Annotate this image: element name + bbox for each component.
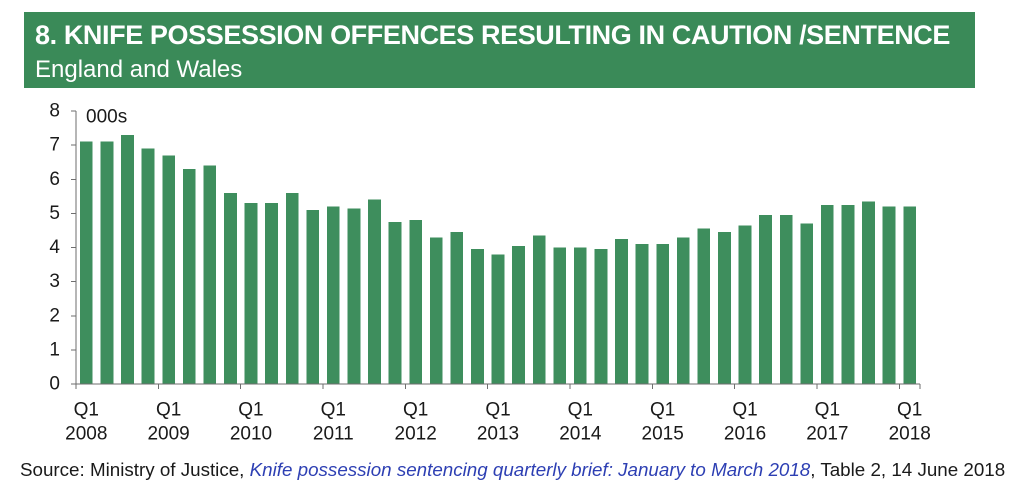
chart-header: 8. KNIFE POSSESSION OFFENCES RESULTING I…: [24, 12, 975, 88]
source-suffix: , Table 2, 14 June 2018: [810, 459, 1006, 480]
x-tick-label-quarter: Q1: [485, 400, 510, 421]
bar-2013-q2: [512, 245, 525, 384]
source-link[interactable]: Knife possession sentencing quarterly br…: [249, 459, 811, 480]
unit-label: 000s: [86, 107, 127, 128]
x-tick-label-quarter: Q1: [321, 400, 346, 421]
x-tick-label-year: 2008: [65, 424, 107, 445]
bar-2016-q3: [779, 215, 793, 384]
source-note: Source: Ministry of Justice, Knife posse…: [20, 459, 1005, 481]
bar-2009-q2: [182, 169, 196, 384]
x-tick-label-quarter: Q1: [403, 400, 428, 421]
x-tick-label-quarter: Q1: [568, 400, 593, 421]
bar-2015-q3: [697, 228, 711, 384]
x-tick-label-year: 2013: [477, 424, 519, 445]
x-tick-label-quarter: Q1: [815, 400, 840, 421]
bar-2015-q4: [718, 232, 731, 384]
x-tick-label-year: 2011: [313, 424, 354, 445]
bar-2015-q1: [656, 244, 670, 384]
bar-2010-q3: [285, 192, 299, 384]
bar-2010-q1: [244, 203, 258, 384]
x-tick-label-year: 2016: [724, 424, 766, 445]
bar-2013-q4: [553, 247, 567, 384]
x-tick-label-year: 2009: [147, 424, 189, 445]
y-tick-label: 8: [49, 101, 60, 122]
bar-2009-q3: [203, 165, 217, 384]
bar-2016-q4: [800, 223, 814, 384]
bar-2017-q2: [841, 204, 855, 384]
chart-subtitle: England and Wales: [35, 56, 243, 83]
bar-2011-q2: [347, 208, 361, 384]
bar-2008-q1: [79, 141, 93, 384]
bar-2016-q2: [759, 215, 772, 384]
bar-2018-q1: [903, 206, 917, 384]
bar-2017-q4: [882, 206, 896, 384]
bar-2012-q3: [450, 232, 464, 384]
y-tick-label: 3: [49, 271, 60, 292]
y-tick-label: 2: [49, 305, 60, 326]
bar-2011-q4: [388, 221, 402, 384]
bar-2011-q3: [368, 199, 381, 384]
x-tick-label-year: 2018: [889, 424, 931, 445]
bar-2017-q1: [820, 204, 834, 384]
x-tick-label-quarter: Q1: [156, 400, 181, 421]
bar-2009-q4: [224, 192, 237, 384]
bar-2008-q3: [121, 134, 134, 384]
y-tick-label: 0: [49, 374, 60, 395]
bar-2014-q3: [615, 238, 628, 384]
bar-2012-q4: [471, 249, 484, 384]
bar-2010-q4: [306, 209, 320, 384]
bar-2013-q3: [532, 235, 546, 384]
bar-2016-q1: [738, 225, 752, 384]
bar-2014-q1: [573, 247, 587, 384]
y-tick-label: 5: [49, 203, 60, 224]
bar-2008-q4: [141, 148, 155, 384]
bar-2012-q2: [429, 237, 443, 384]
bars: [79, 134, 917, 384]
bar-2009-q1: [162, 155, 176, 384]
x-tick-label-year: 2012: [395, 424, 437, 445]
bar-2008-q2: [100, 141, 114, 384]
bar-2010-q2: [265, 203, 278, 384]
bar-2017-q3: [862, 201, 875, 384]
bar-2014-q2: [594, 249, 608, 384]
bar-2011-q1: [326, 206, 340, 384]
x-tick-label-year: 2017: [806, 424, 848, 445]
bar-chart: 0 1 2 3 4 5 6 7 8 Q1 2008 Q1 2009 Q1 2010 Q1 2011 Q1 2012…: [49, 101, 931, 445]
bar-2014-q4: [635, 244, 649, 384]
x-tick-label-quarter: Q1: [74, 400, 99, 421]
x-axis: Q1 2008 Q1 2009 Q1 2010 Q1 2011 Q1 2012 Q1 2013 Q1 20…: [65, 383, 931, 445]
x-tick-label-quarter: Q1: [238, 400, 263, 421]
x-tick-label-year: 2010: [230, 424, 272, 445]
y-tick-label: 6: [49, 169, 60, 190]
y-tick-label: 1: [49, 339, 60, 360]
y-axis: 0 1 2 3 4 5 6 7 8: [49, 101, 77, 395]
bar-2012-q1: [409, 220, 423, 384]
x-tick-label-quarter: Q1: [732, 400, 757, 421]
y-tick-label: 4: [49, 237, 60, 258]
y-tick-label: 7: [49, 135, 60, 156]
x-tick-label-year: 2014: [559, 424, 602, 445]
x-tick-label-year: 2015: [642, 424, 684, 445]
bar-2015-q2: [676, 237, 690, 384]
x-tick-label-quarter: Q1: [650, 400, 675, 421]
bar-2013-q1: [491, 254, 505, 384]
x-tick-label-quarter: Q1: [897, 400, 922, 421]
chart-title: 8. KNIFE POSSESSION OFFENCES RESULTING I…: [35, 20, 951, 50]
source-prefix: Source: Ministry of Justice,: [20, 459, 250, 480]
